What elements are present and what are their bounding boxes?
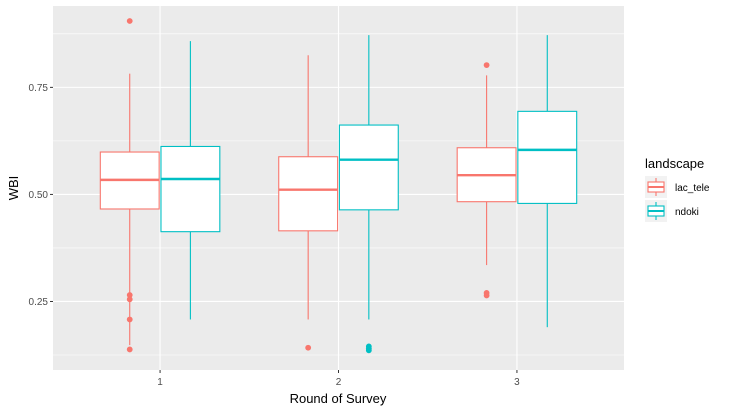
box-lac_tele-round-2 bbox=[278, 55, 339, 351]
box-lac_tele-round-3 bbox=[456, 62, 517, 299]
box-iqr bbox=[338, 124, 399, 211]
x-axis: 1 2 3 bbox=[157, 370, 520, 388]
legend-label: ndoki bbox=[675, 207, 699, 218]
outlier-point bbox=[483, 292, 490, 299]
x-tick-label: 3 bbox=[514, 377, 520, 388]
y-axis-title: WBI bbox=[6, 176, 21, 201]
outlier-point bbox=[483, 62, 490, 68]
box-ndoki-round-3 bbox=[517, 35, 578, 328]
legend-title: landscape bbox=[645, 156, 704, 171]
outlier-point bbox=[126, 346, 133, 353]
outlier-point bbox=[365, 347, 372, 354]
box-iqr bbox=[517, 110, 578, 204]
boxes-layer bbox=[99, 18, 578, 354]
outlier-point bbox=[126, 292, 133, 298]
box-iqr bbox=[160, 145, 221, 233]
outlier-point bbox=[126, 296, 133, 303]
x-tick-label: 2 bbox=[336, 377, 342, 388]
legend-key-lac_tele: lac_tele bbox=[645, 176, 710, 198]
box-ndoki-round-1 bbox=[160, 41, 221, 320]
legend-key-ndoki: ndoki bbox=[645, 200, 699, 222]
box-iqr bbox=[278, 156, 339, 232]
y-tick-label: 0.25 bbox=[29, 297, 49, 308]
y-tick-label: 0.50 bbox=[29, 190, 49, 201]
outlier-point bbox=[126, 18, 133, 24]
box-ndoki-round-2 bbox=[338, 35, 399, 354]
x-axis-title: Round of Survey bbox=[290, 391, 387, 406]
x-tick-label: 1 bbox=[157, 377, 163, 388]
outlier-point bbox=[126, 316, 133, 323]
box-lac_tele-round-1 bbox=[99, 18, 160, 353]
y-tick-label: 0.75 bbox=[29, 83, 49, 94]
y-axis: 0.25 0.50 0.75 bbox=[29, 83, 53, 308]
outlier-point bbox=[305, 344, 312, 351]
legend-label: lac_tele bbox=[675, 183, 710, 194]
